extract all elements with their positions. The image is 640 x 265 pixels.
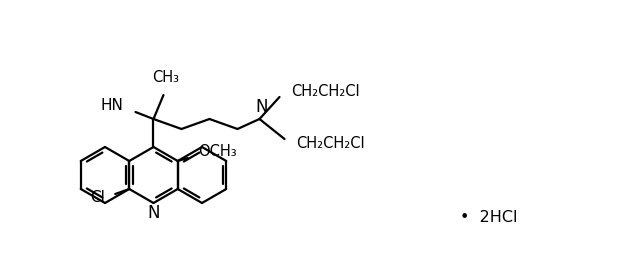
Text: Cl: Cl <box>90 189 105 205</box>
Text: OCH₃: OCH₃ <box>198 144 237 160</box>
Text: HN: HN <box>100 98 124 113</box>
Text: N: N <box>255 98 268 116</box>
Text: CH₃: CH₃ <box>152 70 179 85</box>
Text: •  2HCl: • 2HCl <box>460 210 518 224</box>
Text: N: N <box>147 204 160 222</box>
Text: CH₂CH₂Cl: CH₂CH₂Cl <box>296 136 365 152</box>
Text: CH₂CH₂Cl: CH₂CH₂Cl <box>291 83 360 99</box>
